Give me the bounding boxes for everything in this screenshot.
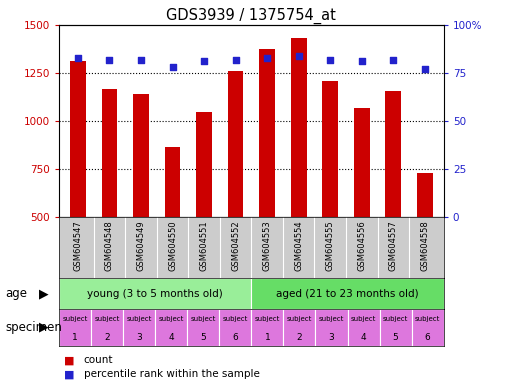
- Bar: [348, 309, 380, 346]
- Text: subject: subject: [127, 316, 152, 322]
- Text: 1: 1: [265, 333, 270, 342]
- Text: subject: subject: [63, 316, 88, 322]
- Bar: [283, 309, 315, 346]
- Text: 4: 4: [361, 333, 366, 342]
- Text: 3: 3: [136, 333, 142, 342]
- Text: GSM604556: GSM604556: [357, 220, 366, 271]
- Bar: [411, 309, 444, 346]
- Bar: [91, 309, 123, 346]
- Text: GSM604549: GSM604549: [136, 220, 146, 271]
- Bar: [315, 309, 348, 346]
- Point: [421, 66, 429, 72]
- Bar: [251, 309, 283, 346]
- Text: ■: ■: [64, 369, 74, 379]
- Point: [105, 56, 113, 63]
- Text: 6: 6: [232, 333, 238, 342]
- Text: aged (21 to 23 months old): aged (21 to 23 months old): [276, 289, 419, 299]
- Text: age: age: [5, 287, 27, 300]
- Text: young (3 to 5 months old): young (3 to 5 months old): [87, 289, 223, 299]
- Bar: [196, 112, 212, 313]
- Text: ▶: ▶: [39, 287, 48, 300]
- Text: GSM604547: GSM604547: [73, 220, 83, 271]
- Text: subject: subject: [191, 316, 216, 322]
- Text: GSM604548: GSM604548: [105, 220, 114, 271]
- Text: subject: subject: [319, 316, 344, 322]
- Text: GSM604555: GSM604555: [326, 220, 334, 271]
- Text: subject: subject: [351, 316, 376, 322]
- Bar: [220, 309, 251, 346]
- Bar: [417, 173, 432, 313]
- Bar: [165, 147, 181, 313]
- Text: subject: subject: [287, 316, 312, 322]
- Point: [74, 55, 82, 61]
- Text: 5: 5: [201, 333, 206, 342]
- Text: GSM604551: GSM604551: [200, 220, 209, 271]
- Point: [200, 58, 208, 65]
- Text: count: count: [84, 355, 113, 365]
- Point: [358, 58, 366, 65]
- Text: subject: subject: [94, 316, 120, 322]
- Bar: [354, 109, 370, 313]
- Text: 5: 5: [393, 333, 399, 342]
- Bar: [259, 49, 275, 313]
- Text: specimen: specimen: [5, 321, 62, 334]
- Point: [294, 53, 303, 59]
- Point: [389, 56, 398, 63]
- Bar: [322, 81, 338, 313]
- Text: 3: 3: [329, 333, 334, 342]
- Bar: [228, 71, 244, 313]
- Bar: [155, 309, 187, 346]
- Text: GSM604554: GSM604554: [294, 220, 303, 271]
- Text: subject: subject: [415, 316, 440, 322]
- Text: subject: subject: [383, 316, 408, 322]
- Bar: [385, 91, 401, 313]
- Title: GDS3939 / 1375754_at: GDS3939 / 1375754_at: [166, 7, 337, 23]
- Bar: [380, 309, 411, 346]
- Text: 6: 6: [425, 333, 430, 342]
- Text: ▶: ▶: [39, 321, 48, 334]
- Bar: [70, 61, 86, 313]
- Point: [326, 56, 334, 63]
- Text: 4: 4: [168, 333, 174, 342]
- Bar: [133, 94, 149, 313]
- Bar: [187, 309, 220, 346]
- Bar: [102, 89, 117, 313]
- Text: subject: subject: [223, 316, 248, 322]
- Point: [263, 55, 271, 61]
- Text: GSM604552: GSM604552: [231, 220, 240, 271]
- Bar: [123, 309, 155, 346]
- Point: [168, 64, 176, 70]
- Text: GSM604558: GSM604558: [420, 220, 429, 271]
- Text: 2: 2: [104, 333, 110, 342]
- Bar: [251, 278, 444, 309]
- Text: 2: 2: [297, 333, 302, 342]
- Text: percentile rank within the sample: percentile rank within the sample: [84, 369, 260, 379]
- Text: GSM604550: GSM604550: [168, 220, 177, 271]
- Bar: [291, 38, 307, 313]
- Text: GSM604557: GSM604557: [389, 220, 398, 271]
- Text: subject: subject: [255, 316, 280, 322]
- Text: 1: 1: [72, 333, 78, 342]
- Text: ■: ■: [64, 355, 74, 365]
- Bar: [59, 278, 251, 309]
- Bar: [59, 309, 91, 346]
- Text: subject: subject: [159, 316, 184, 322]
- Point: [231, 56, 240, 63]
- Point: [137, 56, 145, 63]
- Text: GSM604553: GSM604553: [263, 220, 272, 271]
